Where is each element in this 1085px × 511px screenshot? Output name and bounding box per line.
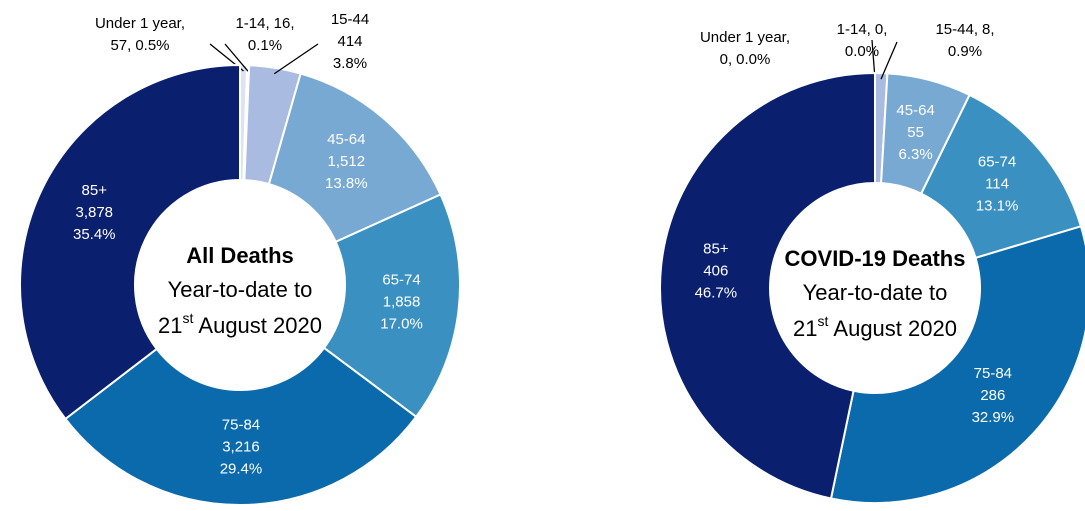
label-part: 1,512 xyxy=(328,153,366,170)
label-part: Under 1 year xyxy=(95,15,182,32)
label-part: 85+ xyxy=(82,182,108,199)
data-label: 15-44 414 3.8% xyxy=(331,11,369,72)
label-part: 45-64 xyxy=(896,102,934,119)
label-part: 15-44 xyxy=(935,21,973,38)
label-part: 0.0% xyxy=(736,51,770,68)
data-label: 75-84 286 32.9% xyxy=(972,365,1015,426)
label-part: 13.8% xyxy=(325,175,368,192)
label-part: 85+ xyxy=(703,241,729,258)
label-part: 0 xyxy=(720,51,728,68)
data-label: Under 1 year, 57, 0.5% xyxy=(95,15,185,54)
label-part: , xyxy=(290,15,294,32)
center-date: 21st August 2020 xyxy=(793,313,957,341)
label-part: 286 xyxy=(980,387,1005,404)
label-part: 1,858 xyxy=(383,294,421,311)
leader-line xyxy=(273,43,319,75)
label-part: , xyxy=(127,37,131,54)
center-subtitle: Year-to-date to xyxy=(803,280,948,305)
label-part: Under 1 year xyxy=(700,29,787,46)
label-part: 0.1% xyxy=(248,37,282,54)
label-part: 16 xyxy=(274,15,291,32)
label-part: 6.3% xyxy=(899,146,933,163)
data-label: 45-64 55 6.3% xyxy=(896,102,934,163)
slice xyxy=(659,71,876,500)
data-label: 1-14, 16, 0.1% xyxy=(235,15,294,54)
center-subtitle: Year-to-date to xyxy=(168,277,313,302)
label-part: 0 xyxy=(875,21,883,38)
label-part: 45-64 xyxy=(327,131,365,148)
slice xyxy=(267,72,442,244)
date-suffix: st xyxy=(818,313,829,329)
label-part: 3,216 xyxy=(222,438,260,455)
date-rest: August 2020 xyxy=(833,316,957,341)
center-title: All Deaths xyxy=(186,243,294,268)
data-label: 85+ 3,878 35.4% xyxy=(73,182,116,243)
data-label: 65-74 1,858 17.0% xyxy=(380,272,423,333)
label-part: 414 xyxy=(337,33,362,50)
date-suffix: st xyxy=(183,310,194,326)
label-part: 35.4% xyxy=(73,226,116,243)
label-part: 17.0% xyxy=(380,316,423,333)
label-part: 55 xyxy=(907,124,924,141)
label-part: 29.4% xyxy=(220,460,263,477)
label-part: 0.5% xyxy=(135,37,169,54)
date-rest: August 2020 xyxy=(198,313,322,338)
label-part: 1-14 xyxy=(837,21,867,38)
date-day: 21 xyxy=(793,316,817,341)
label-part: , xyxy=(266,15,270,32)
data-label: 1-14, 0, 0.0% xyxy=(837,21,888,60)
data-label: Under 1 year, 0, 0.0% xyxy=(700,29,790,68)
slice xyxy=(829,225,1085,504)
date-day: 21 xyxy=(158,313,182,338)
label-part: , xyxy=(883,21,887,38)
label-part: 114 xyxy=(985,176,1009,193)
label-part: , xyxy=(786,29,790,46)
data-label: 85+ 406 46.7% xyxy=(695,241,738,302)
label-part: 15-44 xyxy=(331,11,369,28)
label-part: , xyxy=(728,51,732,68)
data-label: 45-64 1,512 13.8% xyxy=(325,131,368,192)
data-label: 65-74 114 13.1% xyxy=(976,154,1019,215)
center-title: COVID-19 Deaths xyxy=(785,246,966,271)
data-label: 75-84 3,216 29.4% xyxy=(220,416,263,477)
label-part: 0.9% xyxy=(948,43,982,60)
label-part: 75-84 xyxy=(974,365,1012,382)
label-part: 65-74 xyxy=(978,154,1016,171)
center-date: 21st August 2020 xyxy=(158,310,322,338)
leader-line xyxy=(880,41,898,80)
label-part: 13.1% xyxy=(976,198,1019,215)
label-part: 57 xyxy=(110,37,127,54)
slice xyxy=(19,63,241,421)
label-part: 8 xyxy=(982,21,990,38)
label-part: 406 xyxy=(703,263,728,280)
label-part: , xyxy=(181,15,185,32)
label-part: 75-84 xyxy=(222,416,260,433)
label-part: , xyxy=(867,21,871,38)
data-label: 15-44, 8, 0.9% xyxy=(935,21,994,60)
label-part: , xyxy=(990,21,994,38)
slice xyxy=(322,193,461,419)
label-part: 32.9% xyxy=(972,409,1015,426)
label-part: 0.0% xyxy=(845,43,879,60)
label-part: 3,878 xyxy=(75,204,113,221)
label-part: 46.7% xyxy=(695,285,738,302)
label-part: , xyxy=(974,21,978,38)
slice xyxy=(64,346,418,506)
label-part: 1-14 xyxy=(235,15,265,32)
leader-line xyxy=(224,43,249,72)
label-part: 3.8% xyxy=(333,55,367,72)
label-part: 65-74 xyxy=(382,272,420,289)
